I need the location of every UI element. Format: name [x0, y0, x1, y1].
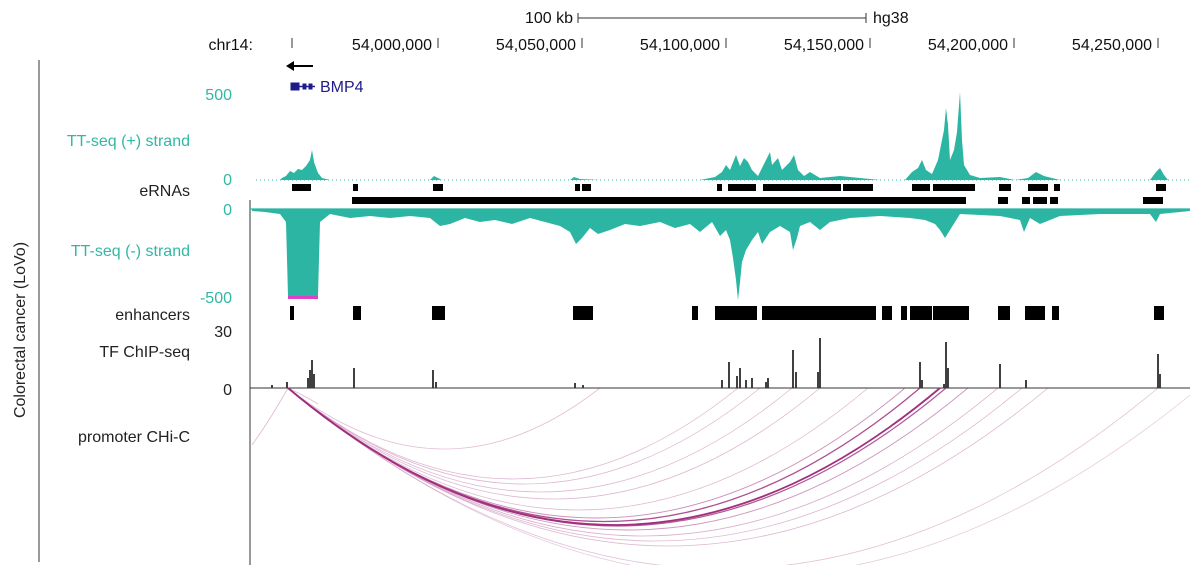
- tt-plus-signal: [252, 92, 1190, 180]
- position-label-1: 54,000,000: [352, 37, 432, 54]
- tt-plus-max-label: 500: [205, 87, 232, 104]
- tf-min-label: 0: [223, 382, 232, 399]
- tt-plus-track-label: TT-seq (+) strand: [67, 133, 190, 150]
- scale-bar: [577, 13, 867, 23]
- tf-track-label: TF ChIP-seq: [99, 344, 190, 361]
- erna-track-label: eRNAs: [139, 183, 190, 200]
- enhancer-features: [290, 306, 1164, 320]
- gene-name[interactable]: BMP4: [320, 79, 364, 96]
- tt-minus-min-label: -500: [200, 290, 232, 307]
- chic-interaction-arcs: [251, 387, 1191, 565]
- tf-max-label: 30: [214, 324, 232, 341]
- gene-structure: [290, 82, 315, 91]
- position-label-4: 54,150,000: [784, 37, 864, 54]
- coordinate-ruler: 54,000,000 54,050,000 54,100,000 54,150,…: [291, 37, 1159, 54]
- sample-label: Colorectal cancer (LoVo): [12, 242, 29, 418]
- position-label-3: 54,100,000: [640, 37, 720, 54]
- chic-track-label: promoter CHi-C: [78, 429, 190, 446]
- tt-minus-max-label: 0: [223, 202, 232, 219]
- scale-bar-label: 100 kb: [525, 10, 573, 27]
- erna-features: [292, 184, 1166, 204]
- tt-minus-track-label: TT-seq (-) strand: [71, 243, 190, 260]
- tt-plus-min-label: 0: [223, 172, 232, 189]
- gene-model[interactable]: BMP4: [286, 61, 364, 96]
- arrow-left-icon: [286, 61, 313, 71]
- enhancers-track-label: enhancers: [115, 307, 190, 324]
- tf-chip-signal: [271, 338, 1161, 388]
- position-label-2: 54,050,000: [496, 37, 576, 54]
- tt-minus-signal: [252, 209, 1190, 300]
- tt-minus-saturation-mark: [288, 296, 318, 299]
- assembly-label: hg38: [873, 10, 909, 27]
- position-label-5: 54,200,000: [928, 37, 1008, 54]
- position-label-6: 54,250,000: [1072, 37, 1152, 54]
- chrom-label: chr14:: [209, 37, 253, 54]
